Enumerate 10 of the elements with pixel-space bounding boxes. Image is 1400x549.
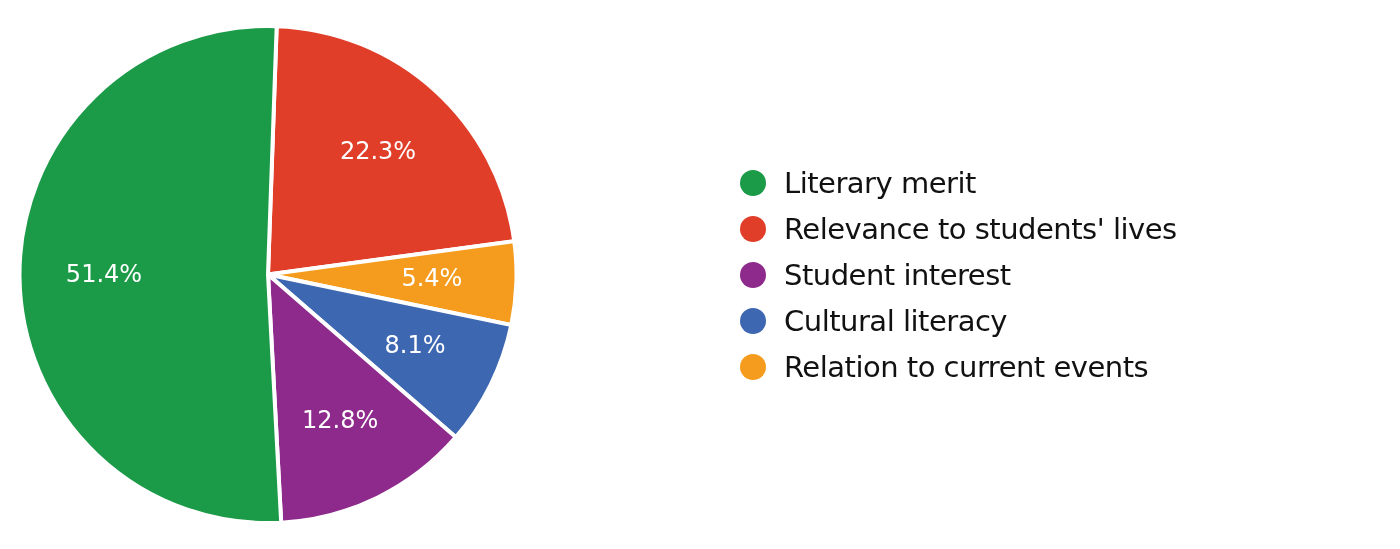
legend-label: Relevance to students' lives bbox=[784, 211, 1177, 246]
legend-label: Literary merit bbox=[784, 165, 976, 200]
data-label: 22.3% bbox=[339, 137, 417, 166]
legend-label: Cultural literacy bbox=[784, 303, 1008, 338]
data-label: 5.4% bbox=[401, 264, 463, 293]
data-label: 12.8% bbox=[301, 406, 379, 435]
legend-label: Relation to current events bbox=[784, 349, 1149, 384]
legend-label: Student interest bbox=[784, 257, 1011, 292]
data-label: 51.4% bbox=[65, 260, 143, 289]
data-label: 8.1% bbox=[384, 331, 446, 360]
